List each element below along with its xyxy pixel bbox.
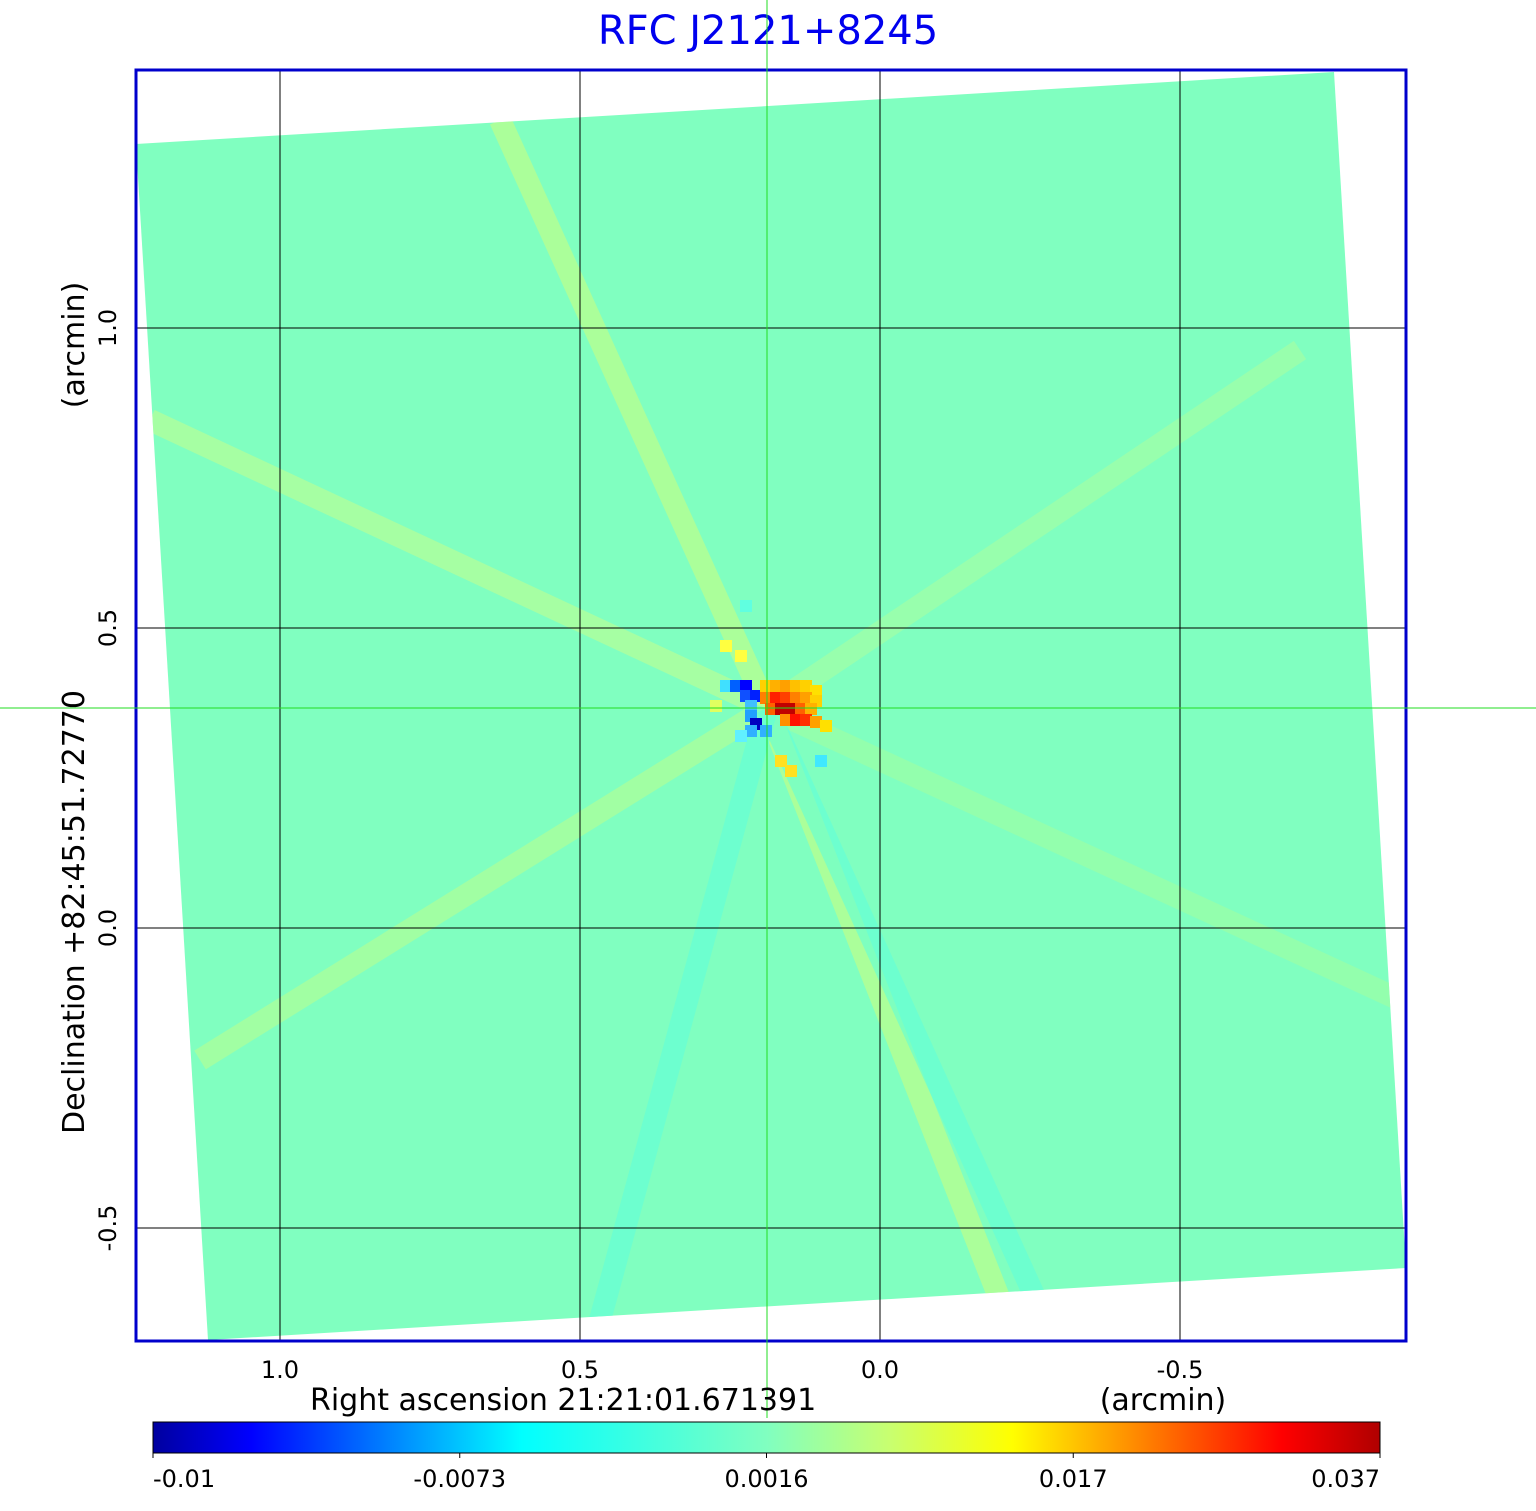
colorbar-ticks: -0.01 -0.0073 0.0016 0.017 0.037 xyxy=(152,1453,1381,1493)
sidelobe-streak xyxy=(760,340,1307,718)
colorbar-tick-label: -0.0073 xyxy=(413,1465,506,1493)
source-pixel xyxy=(740,680,752,692)
source-pixel xyxy=(760,680,772,692)
source-pixel xyxy=(760,692,772,704)
x-axis-unit: (arcmin) xyxy=(1100,1383,1227,1418)
source-pixel xyxy=(720,640,732,652)
source-pixel xyxy=(720,680,732,692)
x-tick-label: 1.0 xyxy=(261,1356,299,1384)
source-pixel xyxy=(740,600,752,612)
colorbar-tick-label: -0.01 xyxy=(153,1465,215,1493)
colorbar xyxy=(152,1421,1381,1454)
sidelobe-streak xyxy=(145,410,772,718)
source-pixels xyxy=(710,600,832,777)
colorbar-tick-label: 0.0016 xyxy=(725,1465,809,1493)
y-axis-unit: (arcmin) xyxy=(57,282,92,409)
x-tick-label: -0.5 xyxy=(1157,1356,1204,1384)
y-axis-label: Declination +82:45:51.72770 xyxy=(57,690,92,1134)
source-pixel xyxy=(760,725,772,737)
source-pixel xyxy=(800,692,812,704)
source-pixel xyxy=(790,680,802,692)
x-tick-labels: 1.0 0.5 0.0 -0.5 xyxy=(261,1356,1204,1384)
source-pixel xyxy=(790,692,802,704)
source-pixel xyxy=(735,730,747,742)
source-pixel xyxy=(810,685,822,697)
sidelobe-streak xyxy=(762,698,1405,1010)
sidelobe-streak xyxy=(194,698,773,1070)
sidelobe-streak xyxy=(589,705,778,1323)
sidelobe-streaks xyxy=(145,115,1405,1335)
source-pixel xyxy=(790,714,802,726)
x-tick-label: 0.5 xyxy=(561,1356,599,1384)
y-tick-label: -0.5 xyxy=(94,1205,122,1252)
source-pixel xyxy=(780,692,792,704)
colorbar-tick-label: 0.037 xyxy=(1311,1465,1380,1493)
source-pixel xyxy=(780,714,792,726)
sidelobe-streak xyxy=(756,703,1061,1335)
source-pixel xyxy=(775,755,787,767)
source-pixel xyxy=(810,716,822,728)
y-tick-label: 0.5 xyxy=(94,609,122,647)
source-pixel xyxy=(785,703,797,715)
y-tick-labels: 1.0 0.5 0.0 -0.5 xyxy=(94,309,122,1252)
plot-frame xyxy=(134,68,1408,1343)
source-pixel xyxy=(805,703,817,715)
y-tick-label: 1.0 xyxy=(94,309,122,347)
grid-lines xyxy=(136,70,1406,1341)
sidelobe-streak xyxy=(489,115,778,713)
source-pixel xyxy=(795,703,807,715)
source-pixel xyxy=(740,690,752,702)
source-pixel xyxy=(820,720,832,732)
source-pixel xyxy=(800,714,812,726)
source-pixel xyxy=(780,680,792,692)
source-pixel xyxy=(800,680,812,692)
source-pixel xyxy=(730,680,742,692)
source-pixel xyxy=(770,692,782,704)
source-pixel xyxy=(750,690,762,702)
source-pixel xyxy=(775,703,787,715)
source-pixel xyxy=(765,703,777,715)
x-tick-label: 0.0 xyxy=(861,1356,899,1384)
y-tick-label: 0.0 xyxy=(94,909,122,947)
source-pixel xyxy=(770,680,782,692)
source-pixel xyxy=(745,700,757,712)
source-pixel xyxy=(710,700,722,712)
source-pixel xyxy=(815,755,827,767)
x-axis-label: Right ascension 21:21:01.671391 xyxy=(310,1383,816,1418)
colorbar-tick-label: 0.017 xyxy=(1039,1465,1108,1493)
source-pixel xyxy=(735,650,747,662)
chart-title: RFC J2121+8245 xyxy=(598,8,938,54)
source-pixel xyxy=(785,765,797,777)
source-pixel xyxy=(745,725,757,737)
